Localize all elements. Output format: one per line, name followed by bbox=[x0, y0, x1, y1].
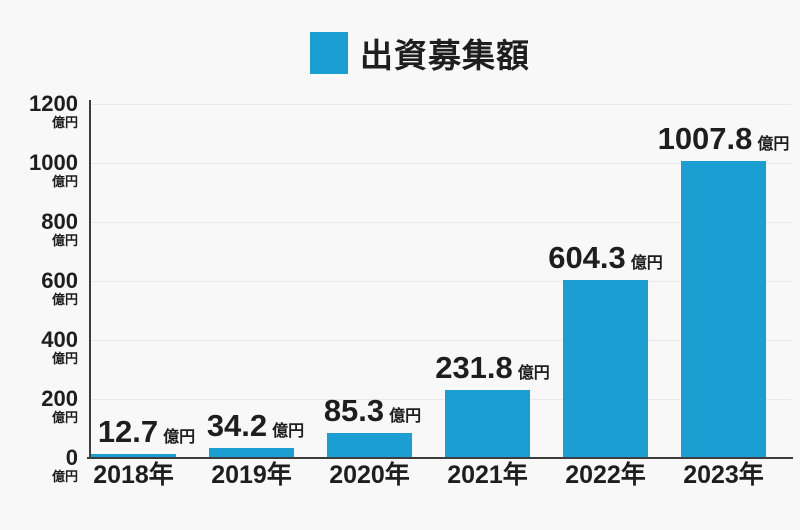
grid-line bbox=[90, 280, 791, 282]
x-axis-label: 2020年 bbox=[329, 461, 410, 489]
y-axis-tick-label: 600 億円 bbox=[0, 269, 78, 307]
y-tick-unit: 億円 bbox=[51, 174, 78, 189]
y-tick-unit: 億円 bbox=[51, 233, 78, 248]
bar-value-label: 34.2 億円 bbox=[207, 408, 304, 444]
bar-value-unit: 億円 bbox=[163, 429, 196, 447]
y-tick-unit: 億円 bbox=[51, 292, 78, 307]
legend-swatch-icon bbox=[310, 32, 348, 74]
bar bbox=[91, 454, 176, 458]
x-axis-label: 2018年 bbox=[93, 461, 174, 489]
bar-value-number: 34.2 bbox=[206, 407, 268, 443]
grid-line bbox=[90, 103, 791, 105]
bar bbox=[327, 432, 412, 458]
y-tick-unit: 億円 bbox=[51, 351, 78, 366]
x-axis-label: 2019年 bbox=[211, 461, 292, 489]
y-tick-value: 0 bbox=[65, 445, 78, 470]
grid-line bbox=[90, 339, 791, 341]
x-axis-label: 2022年 bbox=[565, 461, 646, 489]
bar bbox=[209, 447, 294, 458]
y-axis-tick-label: 1000 億円 bbox=[0, 151, 78, 189]
y-axis-tick-label: 0 億円 bbox=[0, 446, 78, 484]
bar-value-unit: 億円 bbox=[757, 135, 790, 153]
y-axis-tick-label: 800 億円 bbox=[0, 210, 78, 248]
bar bbox=[445, 389, 530, 458]
grid-line bbox=[90, 221, 791, 223]
y-axis-tick-label: 400 億円 bbox=[0, 328, 78, 366]
bar-value-unit: 億円 bbox=[517, 364, 550, 382]
y-tick-value: 1000 bbox=[29, 150, 78, 175]
bar-value-label: 1007.8 億円 bbox=[658, 121, 790, 157]
legend-label: 出資募集額 bbox=[360, 37, 530, 74]
y-tick-value: 800 bbox=[41, 209, 78, 234]
bar-value-label: 231.8 億円 bbox=[435, 350, 550, 386]
bar-value-number: 85.3 bbox=[323, 392, 385, 428]
x-axis-line bbox=[87, 457, 793, 459]
y-axis-tick-label: 200 億円 bbox=[0, 387, 78, 425]
y-tick-unit: 億円 bbox=[51, 469, 78, 484]
bar-value-number: 12.7 bbox=[97, 414, 159, 450]
bar-value-label: 85.3 億円 bbox=[324, 393, 421, 429]
legend[interactable]: 出資募集額 bbox=[20, 29, 800, 77]
grid-line bbox=[90, 162, 791, 164]
bar-value-unit: 億円 bbox=[389, 407, 422, 425]
y-tick-value: 400 bbox=[41, 327, 78, 352]
y-tick-unit: 億円 bbox=[51, 410, 78, 425]
y-tick-unit: 億円 bbox=[51, 115, 78, 130]
x-axis-label: 2021年 bbox=[447, 461, 528, 489]
y-tick-value: 600 bbox=[41, 268, 78, 293]
bar-value-label: 604.3 億円 bbox=[548, 240, 663, 276]
grid-line bbox=[90, 398, 791, 400]
bar bbox=[563, 279, 648, 458]
bar-value-unit: 億円 bbox=[272, 422, 305, 440]
bar-value-number: 1007.8 bbox=[657, 120, 753, 156]
y-tick-value: 1200 bbox=[29, 91, 78, 116]
y-tick-value: 200 bbox=[41, 386, 78, 411]
x-axis-label: 2023年 bbox=[683, 461, 764, 489]
bar-value-number: 604.3 bbox=[548, 239, 626, 275]
bar-value-unit: 億円 bbox=[630, 254, 663, 272]
y-axis-tick-label: 1200 億円 bbox=[0, 92, 78, 130]
bar-value-number: 231.8 bbox=[435, 349, 513, 385]
y-axis-line bbox=[89, 100, 91, 458]
bar-value-label: 12.7 億円 bbox=[98, 414, 195, 450]
bar bbox=[681, 160, 766, 458]
